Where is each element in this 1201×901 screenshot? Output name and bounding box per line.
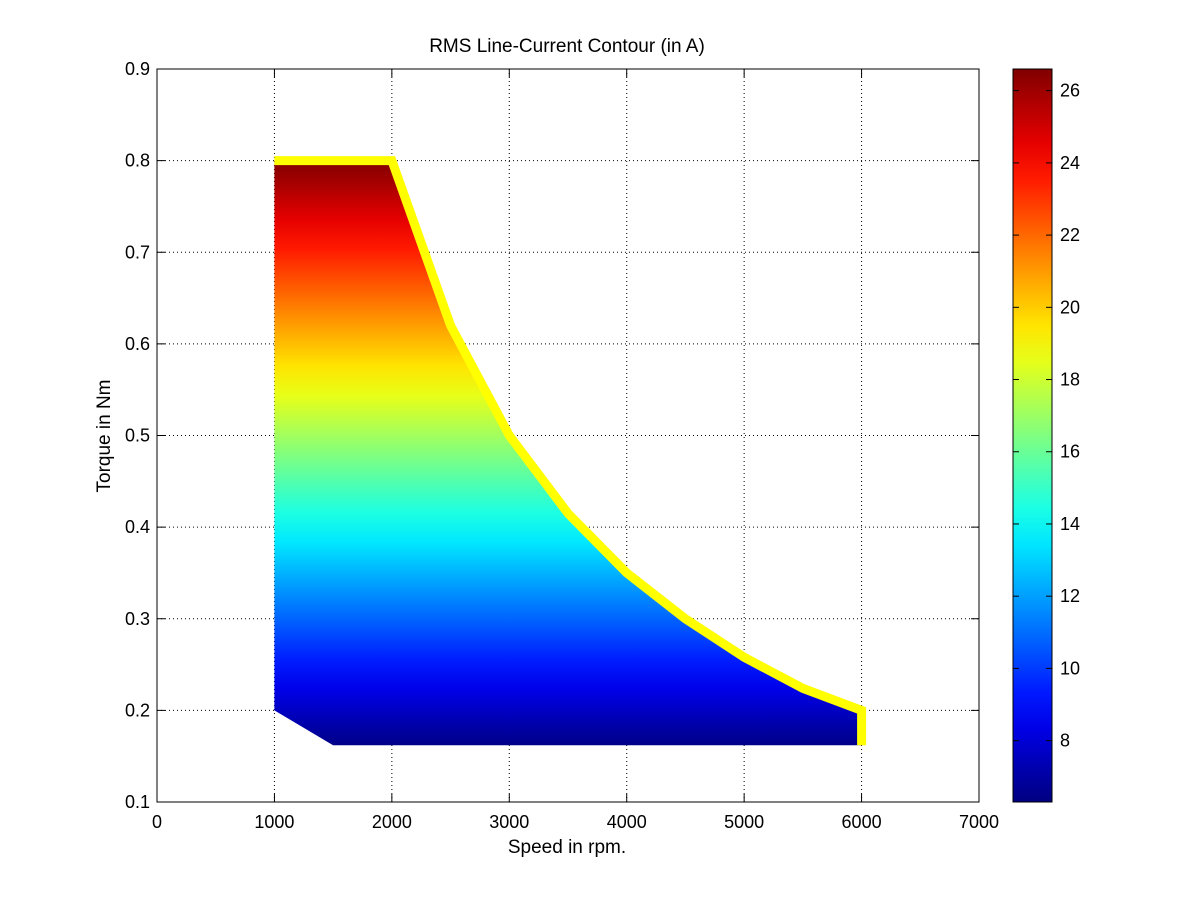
colorbar: 8 10 12 14 16 18 20 22 24 26: [1012, 68, 1080, 803]
colorbar-tick-label: 10: [1060, 658, 1080, 678]
y-tick-label: 0.3: [125, 609, 150, 629]
max-torque-boundary: [274, 156, 867, 746]
colorbar-tick-label: 26: [1060, 81, 1080, 101]
x-tick-label: 0: [152, 812, 162, 832]
x-tick-label: 5000: [724, 812, 764, 832]
x-tick-label: 3000: [489, 812, 529, 832]
colorbar-tick-label: 16: [1060, 442, 1080, 462]
y-tick-label: 0.8: [125, 151, 150, 171]
y-tick-label: 0.1: [125, 792, 150, 812]
colorbar-tick-label: 8: [1060, 731, 1070, 751]
x-axis-label: Speed in rpm.: [508, 837, 626, 858]
y-tick-label: 0.2: [125, 700, 150, 720]
colorbar-tick-label: 24: [1060, 153, 1080, 173]
x-axis-ticks: 0 1000 2000 3000 4000 5000 6000 7000: [152, 69, 999, 832]
y-tick-label: 0.4: [125, 517, 150, 537]
colorbar-tick-label: 18: [1060, 370, 1080, 390]
x-tick-label: 1000: [254, 812, 294, 832]
x-tick-label: 2000: [372, 812, 412, 832]
colorbar-tick-label: 12: [1060, 586, 1080, 606]
x-tick-label: 6000: [842, 812, 882, 832]
chart-title: RMS Line-Current Contour (in A): [429, 36, 705, 57]
colorbar-scale: [1012, 68, 1053, 803]
y-tick-label: 0.6: [125, 334, 150, 354]
colorbar-tick-label: 14: [1060, 514, 1080, 534]
x-tick-label: 4000: [607, 812, 647, 832]
y-axis-label: Torque in Nm: [94, 380, 115, 493]
region-boundary: [274, 156, 867, 746]
y-tick-label: 0.5: [125, 426, 150, 446]
y-axis-ticks: 0.1 0.2 0.3 0.4 0.5 0.6 0.7 0.8 0.9: [125, 59, 979, 812]
colorbar-tick-label: 20: [1060, 297, 1080, 317]
y-tick-label: 0.7: [125, 242, 150, 262]
x-tick-label: 7000: [959, 812, 999, 832]
y-tick-label: 0.9: [125, 59, 150, 79]
colorbar-tick-label: 22: [1060, 225, 1080, 245]
